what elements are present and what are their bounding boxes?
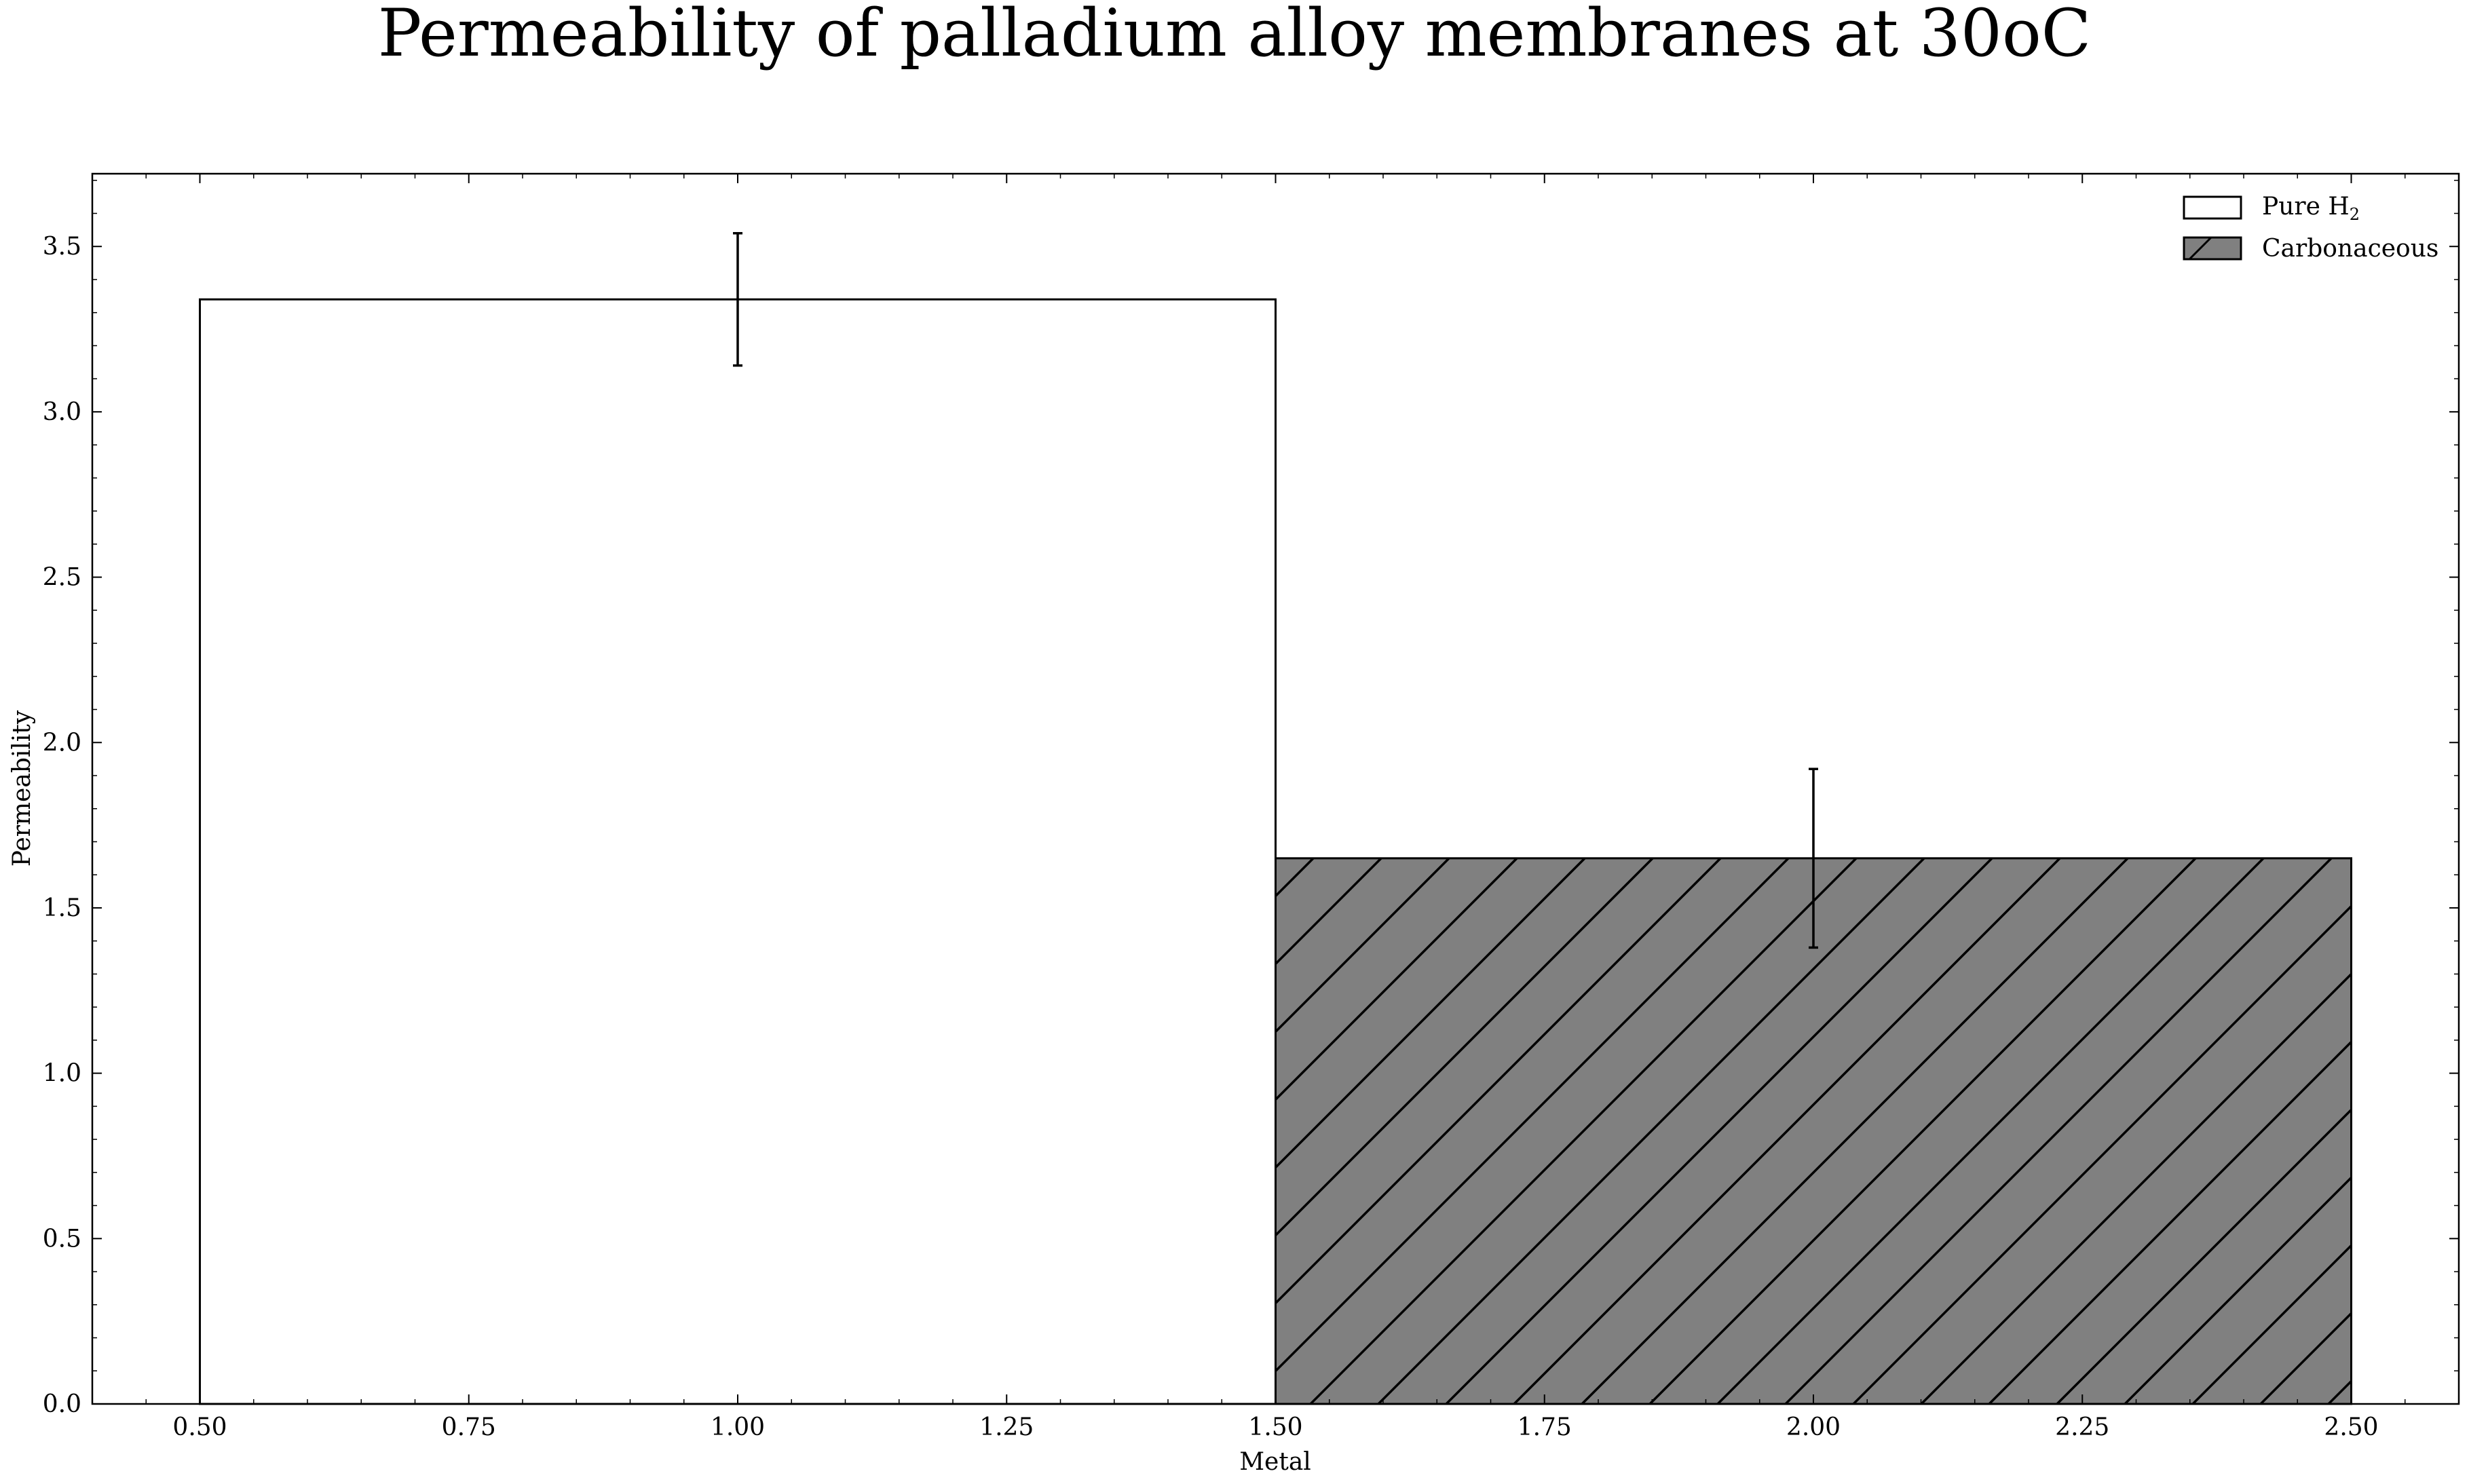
- y-tick-label: 2.5: [43, 564, 81, 592]
- legend-label-pure-h2-main: Pure H: [2262, 193, 2350, 221]
- y-tick-label: 3.0: [43, 398, 81, 426]
- x-tick-label: 0.50: [172, 1413, 227, 1441]
- x-tick-label: 2.00: [1786, 1413, 1841, 1441]
- y-tick-label: 1.0: [43, 1060, 81, 1088]
- legend-swatch-pure-h2: [2183, 195, 2242, 220]
- tick-labels: 0.50 0.75 1.00 1.25 1.50 1.75 2.00 2.25 2.50 0.0 0…: [43, 233, 2379, 1441]
- legend-swatch-carbonaceous: [2183, 236, 2242, 261]
- legend-label-pure-h2-subscript: 2: [2350, 205, 2360, 224]
- y-axis-label: Permeability: [8, 710, 36, 867]
- bar-1: [1275, 857, 2352, 1405]
- legend-label-carbonaceous: Carbonaceous: [2262, 235, 2438, 263]
- legend-swatch-carbonaceous-hatch: [2188, 236, 2212, 261]
- x-tick-label: 1.75: [1518, 1413, 1572, 1441]
- x-tick-label: 0.75: [442, 1413, 496, 1441]
- y-tick-label: 3.5: [43, 233, 81, 261]
- x-axis-label: Metal: [1239, 1448, 1311, 1476]
- chart-title: Permeability of palladium alloy membrane…: [378, 0, 2091, 71]
- error-bars: [733, 231, 1818, 949]
- x-tick-label: 1.00: [711, 1413, 765, 1441]
- legend: Pure H2 Carbonaceous: [2183, 193, 2438, 263]
- y-tick-label: 0.0: [43, 1390, 81, 1418]
- bars: [199, 298, 2352, 1405]
- x-tick-label: 2.50: [2324, 1413, 2378, 1441]
- bar-0: [199, 298, 1277, 1405]
- x-tick-label: 2.25: [2055, 1413, 2109, 1441]
- x-tick-label: 1.50: [1248, 1413, 1302, 1441]
- y-tick-label: 2.0: [43, 729, 81, 757]
- legend-label-pure-h2: Pure H2: [2262, 193, 2360, 224]
- y-tick-label: 0.5: [43, 1225, 81, 1253]
- y-tick-label: 1.5: [43, 894, 81, 922]
- x-tick-label: 1.25: [979, 1413, 1034, 1441]
- plot-frame: [91, 172, 2460, 1405]
